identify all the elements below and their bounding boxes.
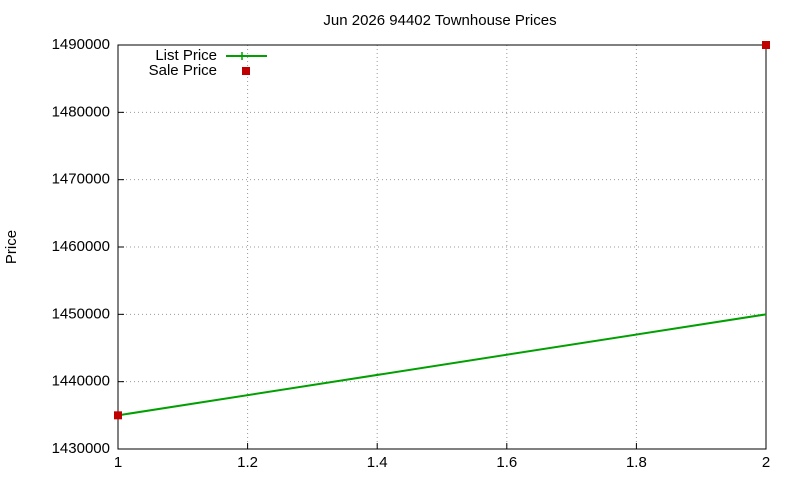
- x-tick-label: 2: [762, 454, 770, 471]
- x-tick-label: 1.6: [496, 454, 517, 471]
- chart-title: Jun 2026 94402 Townhouse Prices: [323, 12, 556, 29]
- y-tick-label: 1480000: [52, 103, 110, 120]
- legend-marker: [238, 52, 246, 60]
- x-tick-label: 1.4: [367, 454, 388, 471]
- series-line: [117, 313, 767, 417]
- y-tick-label: 1490000: [52, 36, 110, 53]
- y-tick-label: 1440000: [52, 373, 110, 390]
- legend-label: Sale Price: [149, 62, 217, 79]
- y-tick-label: 1460000: [52, 238, 110, 255]
- x-tick-label: 1.8: [626, 454, 647, 471]
- y-tick-label: 1470000: [52, 171, 110, 188]
- data-point: [114, 411, 122, 420]
- plot-border: [117, 44, 767, 450]
- x-tick-label: 1: [114, 454, 122, 471]
- x-tick-label: 1.2: [237, 454, 258, 471]
- y-tick-label: 1430000: [52, 440, 110, 457]
- legend-label: List Price: [155, 47, 217, 64]
- y-axis-label: Price: [3, 230, 20, 264]
- y-tick-label: 1450000: [52, 305, 110, 322]
- legend-marker: [242, 67, 250, 75]
- data-point: [762, 41, 770, 49]
